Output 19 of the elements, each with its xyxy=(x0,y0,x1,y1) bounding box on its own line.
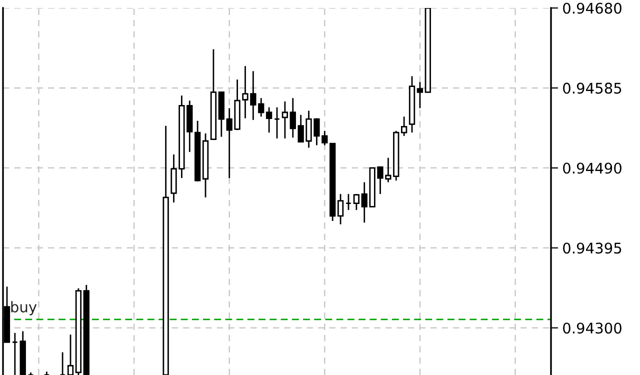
candlestick xyxy=(416,81,424,109)
candlestick xyxy=(67,334,74,375)
ref-line-label: buy xyxy=(11,301,37,316)
y-tick-label: 0.94490 xyxy=(563,162,622,174)
candlestick xyxy=(28,372,34,375)
candlestick xyxy=(337,193,344,226)
candlestick xyxy=(353,193,360,211)
candlestick xyxy=(400,116,408,137)
candlestick xyxy=(44,370,50,375)
candlestick xyxy=(59,352,66,375)
candlestick xyxy=(266,106,272,134)
candlestick xyxy=(274,106,280,140)
y-tick-label: 0.94300 xyxy=(563,322,622,334)
candlestick xyxy=(282,100,288,140)
y-tick-label: 0.94585 xyxy=(563,82,622,94)
y-tick-label: 0.94395 xyxy=(563,242,622,254)
candlestick xyxy=(12,332,18,375)
y-tick-label: 0.94680 xyxy=(563,2,622,14)
candlestick xyxy=(345,193,352,211)
